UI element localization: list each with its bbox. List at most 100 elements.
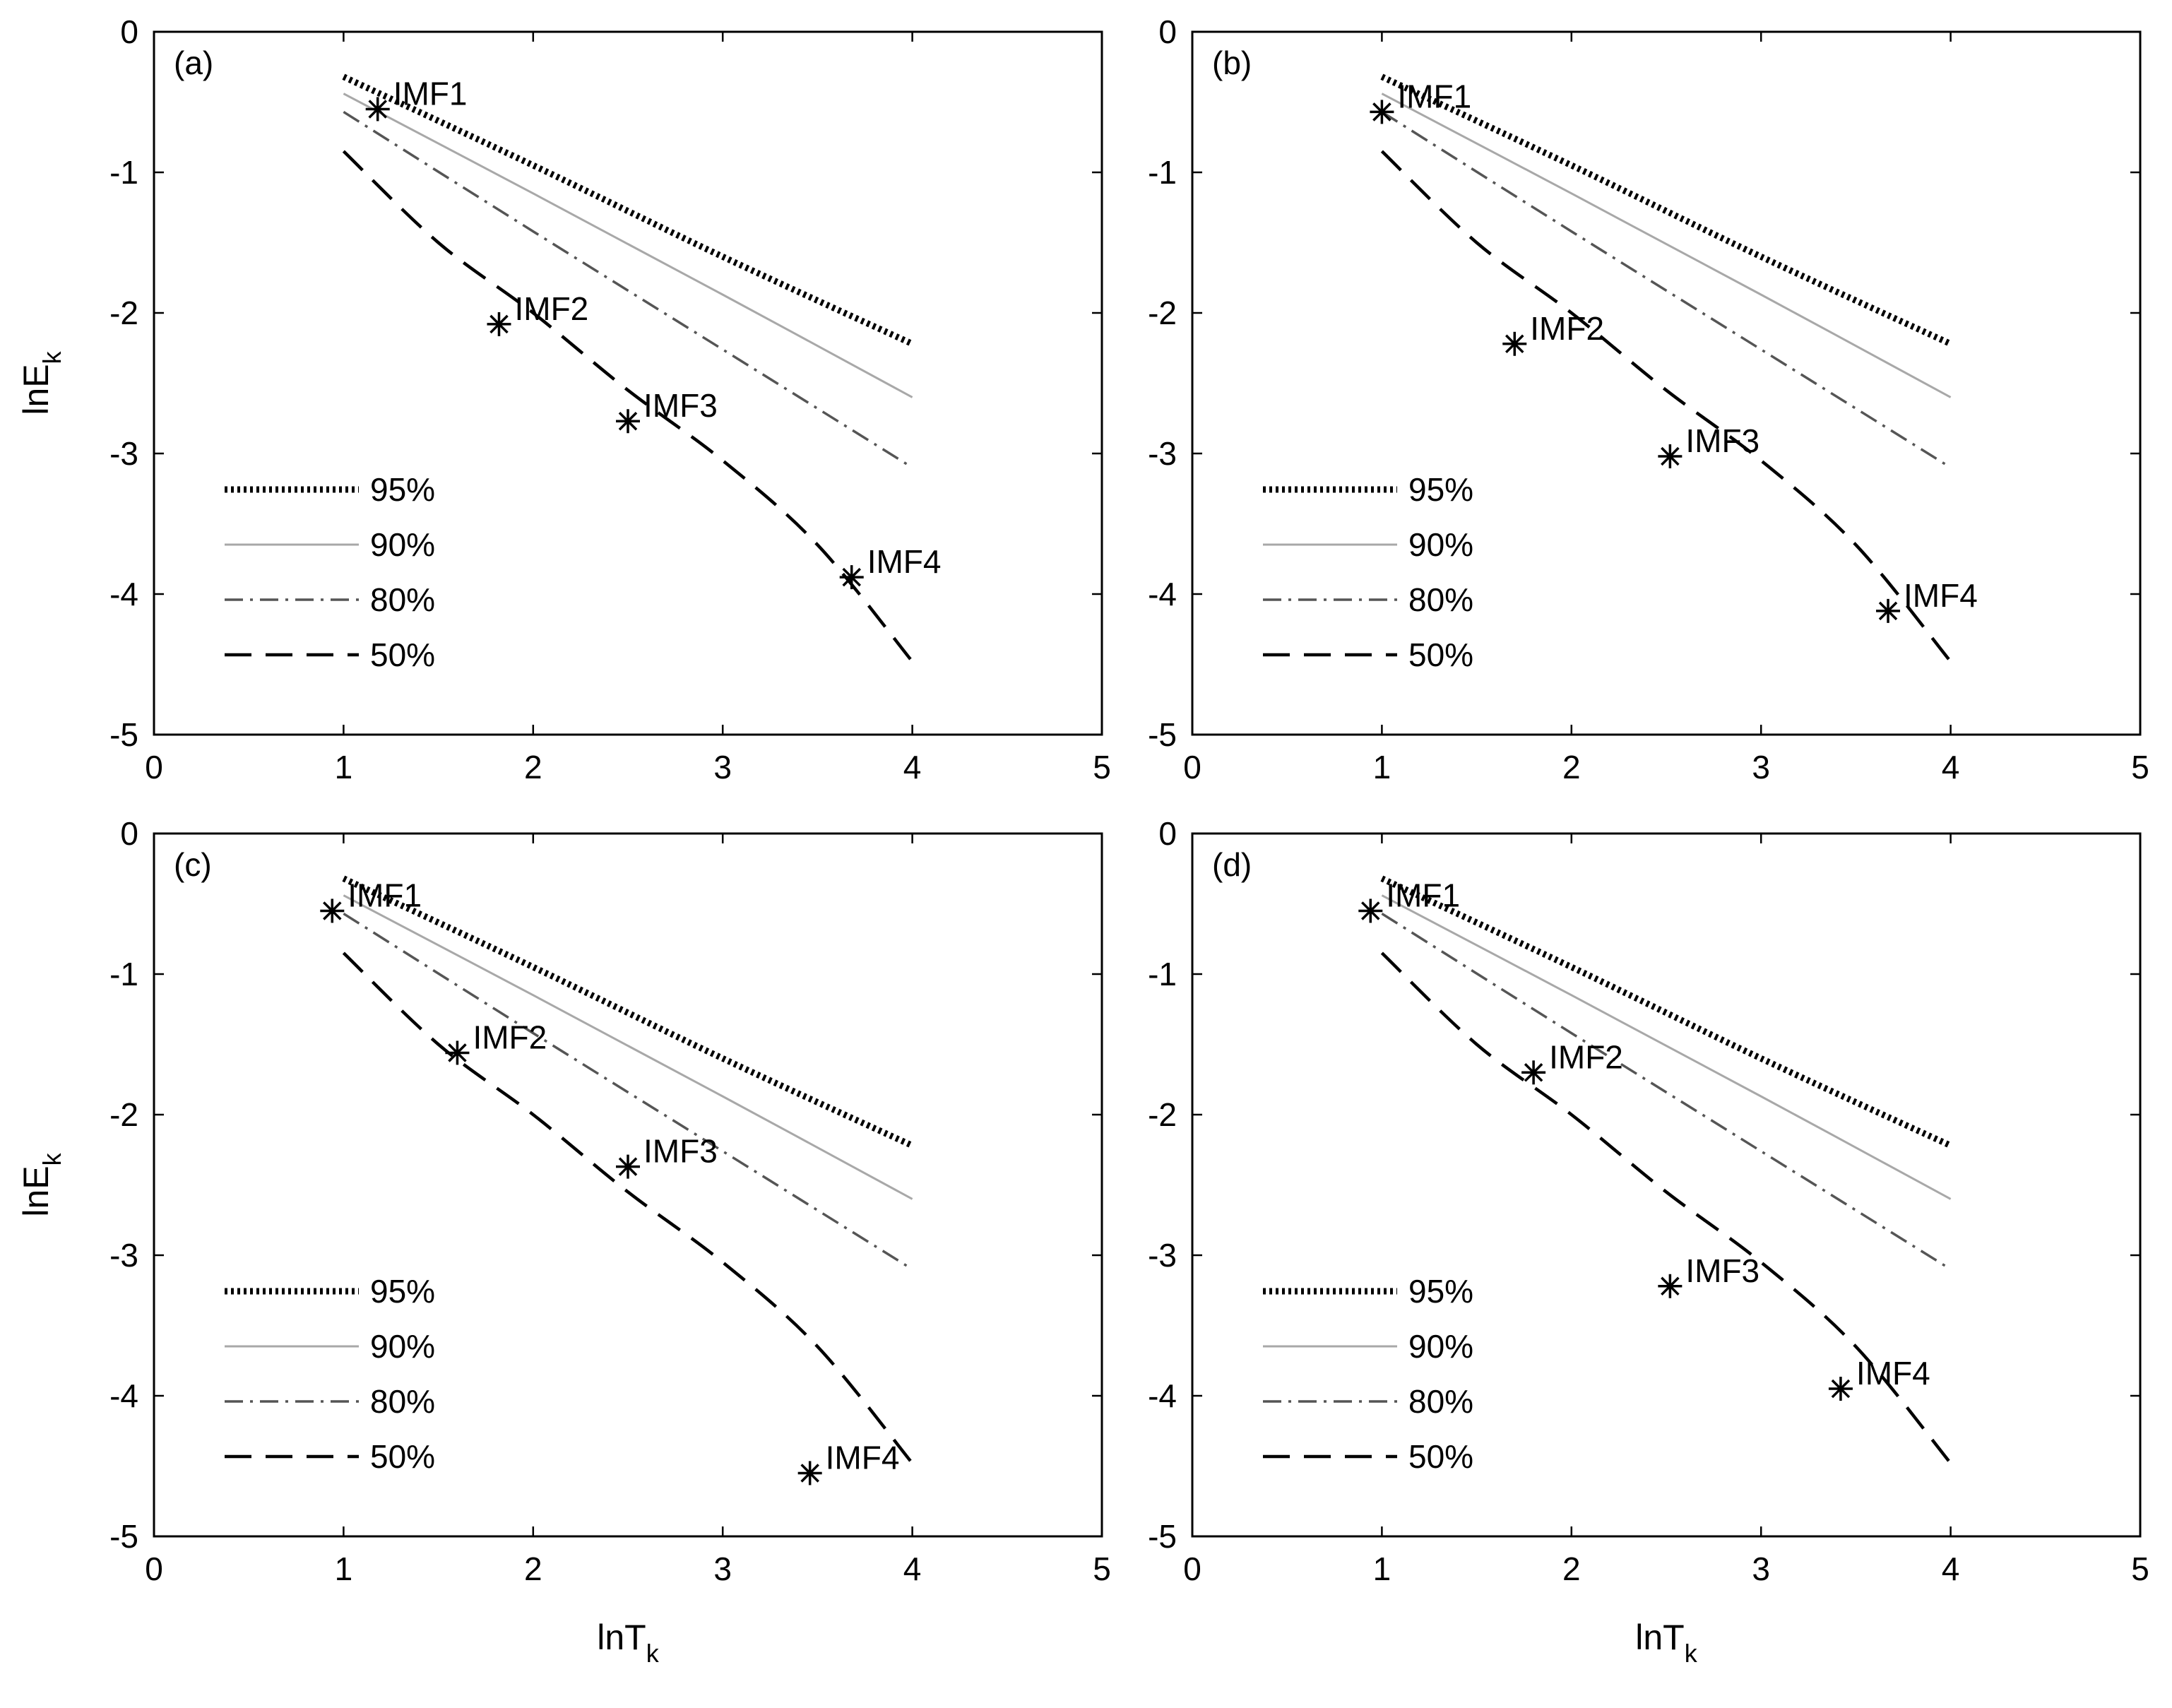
asterisk-stroke (323, 901, 342, 920)
x-axis-label-sub: k (1685, 1639, 1698, 1668)
y-tick-label: -2 (1148, 295, 1177, 331)
imf-marker (1370, 100, 1394, 124)
axes-frame (153, 30, 1103, 736)
y-tick-label: -1 (109, 154, 138, 191)
imf-label: IMF1 (348, 877, 422, 913)
y-axis-label-main: lnE (16, 364, 56, 415)
x-tick-label: 1 (335, 749, 353, 785)
legend-label: 95% (1408, 1273, 1473, 1310)
legend-label: 80% (370, 1383, 435, 1420)
series-line-80pct (1381, 110, 1952, 469)
x-tick-label: 3 (713, 1550, 732, 1587)
imf-label: IMF3 (643, 387, 718, 424)
panel-3: 0 1 2 3 4 5 0 -1 -2 -3 -4 -5 (d) lnTk IMF1 IMF2 IMF3 IMF4… (1148, 815, 2149, 1668)
y-tick-label: -2 (109, 1096, 138, 1133)
legend-label: 80% (370, 581, 435, 618)
asterisk-stroke (1831, 1379, 1851, 1399)
x-tick-label: 5 (2131, 749, 2149, 785)
asterisk-stroke (800, 1464, 819, 1483)
y-axis-label-sub: k (37, 1152, 66, 1166)
asterisk-stroke (1505, 334, 1524, 354)
imf-label: IMF4 (867, 543, 942, 580)
x-tick-label: 5 (1093, 749, 1111, 785)
x-tick-label: 5 (2131, 1550, 2149, 1587)
imf-marker (365, 97, 390, 121)
series-line-95pct (342, 875, 914, 1149)
imf-label: IMF3 (1685, 422, 1759, 459)
imf-label: IMF4 (1904, 577, 1978, 614)
asterisk-stroke (489, 314, 509, 334)
series-line-95pct (1380, 73, 1952, 347)
x-tick-label: 0 (145, 1550, 163, 1587)
y-axis-label-sub: k (37, 350, 66, 364)
series-line-90pct (343, 894, 913, 1200)
legend-label: 95% (1408, 471, 1473, 508)
x-tick-label: 0 (145, 749, 163, 785)
y-tick-label: 0 (1158, 13, 1177, 50)
y-axis-label: lnEk (16, 350, 66, 415)
series-line-95pct (342, 73, 914, 347)
asterisk-stroke (1524, 1063, 1543, 1082)
y-tick-label: -2 (1148, 1096, 1177, 1133)
imf-marker (1828, 1377, 1853, 1401)
series-line-90pct (1381, 93, 1952, 398)
imf-marker (1876, 598, 1901, 623)
panel-1: 0 1 2 3 4 5 0 -1 -2 -3 -4 -5 (b) IMF1 IMF2 IMF3 IMF4 95% 9… (1148, 13, 2149, 785)
y-tick-label: -3 (1148, 1237, 1177, 1274)
legend-label: 90% (370, 526, 435, 563)
y-tick-label: -3 (1148, 435, 1177, 472)
imf-marker (616, 1154, 640, 1179)
imf-marker (445, 1040, 470, 1065)
x-tick-label: 4 (903, 749, 922, 785)
y-tick-label: -5 (1148, 716, 1177, 753)
y-tick-label: -4 (1148, 576, 1177, 612)
imf-label: IMF1 (393, 75, 468, 112)
imf-label: IMF2 (514, 290, 588, 327)
asterisk-stroke (618, 411, 638, 431)
x-axis-label-sub: k (646, 1639, 660, 1668)
legend-label: 50% (370, 1438, 435, 1475)
y-axis-label-main: lnE (16, 1166, 56, 1216)
series-line-50pct (1380, 951, 1952, 1464)
imf-marker (1658, 1274, 1683, 1298)
imf-marker (839, 565, 864, 590)
y-tick-label: 0 (1158, 815, 1177, 852)
y-tick-label: -1 (1148, 956, 1177, 992)
series-line-80pct (343, 110, 913, 469)
series-line-80pct (343, 912, 913, 1271)
y-tick-label: -5 (109, 1518, 138, 1555)
imf-marker (1358, 899, 1383, 923)
series-line-90pct (1381, 894, 1952, 1200)
y-tick-label: -4 (109, 576, 138, 612)
y-tick-label: -4 (109, 1377, 138, 1414)
x-tick-label: 2 (1562, 749, 1581, 785)
x-tick-label: 1 (335, 1550, 353, 1587)
y-tick-label: -1 (109, 956, 138, 992)
imf-label: IMF2 (1549, 1038, 1623, 1075)
legend-label: 80% (1408, 581, 1473, 618)
asterisk-stroke (368, 100, 387, 119)
imf-marker (616, 409, 640, 434)
imf-marker (320, 899, 345, 923)
legend-label: 50% (1408, 636, 1473, 673)
imf-label: IMF4 (826, 1439, 900, 1476)
axes-frame (153, 832, 1103, 1538)
x-tick-label: 4 (1942, 749, 1960, 785)
series-line-80pct (1381, 912, 1952, 1271)
imf-marker (1521, 1060, 1546, 1085)
y-tick-label: -5 (1148, 1518, 1177, 1555)
axes-frame (1191, 832, 2142, 1538)
legend-label: 80% (1408, 1383, 1473, 1420)
legend-label: 95% (370, 471, 435, 508)
imf-label: IMF1 (1386, 877, 1460, 913)
imf-marker (487, 312, 511, 336)
legend-label: 90% (1408, 526, 1473, 563)
y-axis-label: lnEk (16, 1152, 66, 1216)
legend-label: 50% (370, 636, 435, 673)
y-tick-label: -4 (1148, 1377, 1177, 1414)
y-tick-label: -3 (109, 435, 138, 472)
imf-label: IMF4 (1856, 1355, 1930, 1392)
imf-label: IMF2 (1530, 310, 1604, 347)
legend-label: 90% (1408, 1328, 1473, 1365)
